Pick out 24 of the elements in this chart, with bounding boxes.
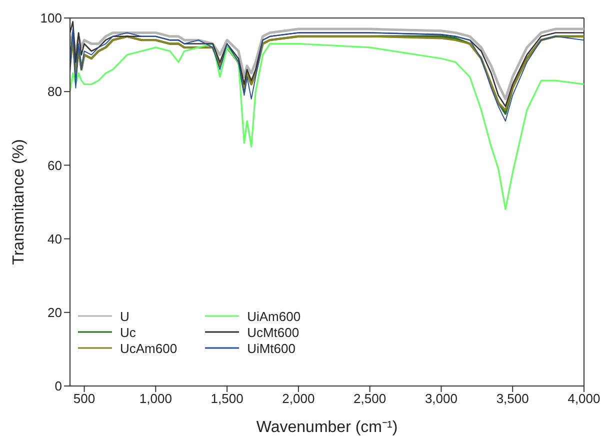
line-series: [70, 28, 584, 100]
y-tick-label: 60: [48, 158, 62, 173]
y-tick-label: 20: [48, 305, 62, 320]
legend-label: Uc: [120, 324, 136, 340]
legend-label: UiAm600: [247, 308, 301, 324]
line-series: [70, 42, 584, 210]
x-axis-title: Wavenumber (cm⁻¹): [256, 419, 398, 436]
x-tick-label: 1,500: [210, 391, 244, 406]
y-tick-label: 40: [48, 231, 62, 246]
x-tick-label: 3,500: [496, 391, 529, 406]
x-tick-label: 1,000: [139, 391, 172, 406]
x-tick-label: 2,500: [354, 391, 386, 406]
legend-label: UiMt600: [247, 340, 296, 356]
y-axis-title: Transmitance (%): [10, 139, 28, 265]
y-tick-label: 80: [48, 84, 62, 100]
x-tick-label: 4,000: [568, 391, 600, 406]
x-tick-label: 2,000: [282, 391, 315, 406]
x-tick-label: 500: [73, 391, 96, 406]
x-tick-label: 3,000: [424, 391, 458, 406]
legend-label: UcAm600: [120, 340, 178, 356]
legend-label: UcMt600: [247, 324, 300, 340]
y-tick-label: 100: [40, 10, 62, 26]
legend-label: U: [120, 308, 130, 324]
y-tick-label: 0: [54, 378, 62, 394]
